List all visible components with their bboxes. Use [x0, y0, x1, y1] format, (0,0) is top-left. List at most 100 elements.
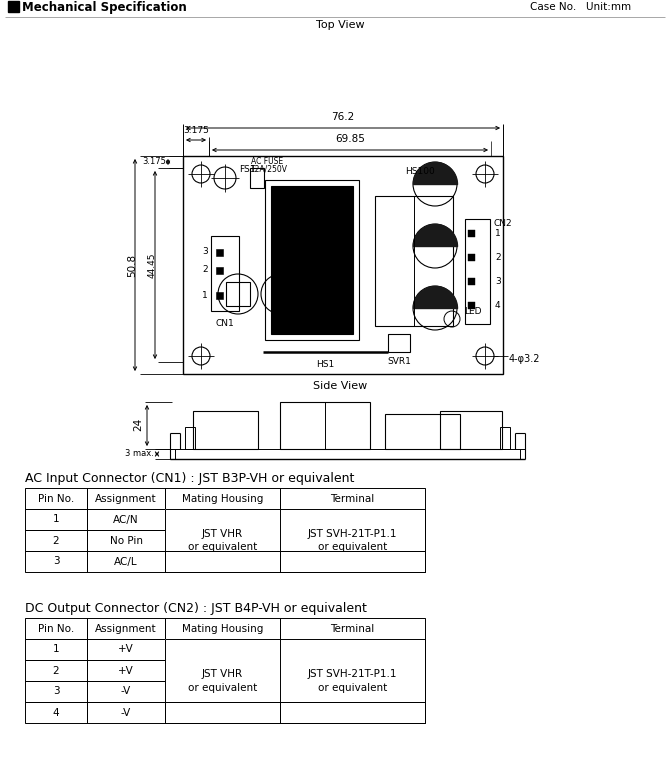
Bar [185, 427, 195, 449]
Text: 4: 4 [53, 707, 60, 717]
Text: +V: +V [118, 644, 134, 654]
Text: 24: 24 [133, 418, 143, 431]
Text: 50.8: 50.8 [127, 253, 137, 277]
Bar [250, 168, 264, 188]
Bar [165, 551, 280, 572]
Bar [165, 618, 280, 639]
Text: 1: 1 [495, 229, 500, 238]
Text: JST SVH-21T-P1.1
or equivalent: JST SVH-21T-P1.1 or equivalent [308, 670, 397, 693]
Bar [165, 509, 280, 530]
Bar [465, 219, 490, 324]
Bar [87, 488, 165, 509]
Bar [280, 530, 425, 551]
Bar [280, 488, 425, 509]
Text: HS1: HS1 [316, 360, 334, 369]
Text: Side View: Side View [313, 381, 367, 391]
Bar [25, 639, 87, 660]
Bar [280, 639, 425, 702]
Bar [211, 236, 239, 311]
Bar [8, 1, 19, 12]
Bar [375, 196, 453, 326]
Text: AC FUSE: AC FUSE [251, 157, 283, 166]
Text: Pin No.: Pin No. [38, 493, 74, 503]
Bar [226, 282, 250, 306]
Text: No Pin: No Pin [109, 535, 143, 545]
Text: LED: LED [464, 307, 482, 315]
Text: Mechanical Specification: Mechanical Specification [22, 1, 187, 14]
Bar [280, 509, 425, 551]
Text: 3: 3 [495, 276, 500, 285]
Text: -V: -V [121, 686, 131, 696]
Bar [25, 509, 87, 530]
Bar [87, 660, 165, 681]
Bar [25, 660, 87, 681]
Bar [87, 681, 165, 702]
Text: JST VHR
or equivalent: JST VHR or equivalent [188, 529, 257, 552]
Bar [25, 681, 87, 702]
Bar [280, 551, 425, 572]
Bar [87, 702, 165, 723]
Bar [216, 249, 223, 256]
Bar [193, 411, 258, 449]
Bar [216, 292, 223, 299]
Bar [271, 186, 353, 334]
Text: 1: 1 [202, 291, 208, 299]
Text: 3: 3 [202, 248, 208, 256]
Bar [165, 702, 280, 723]
Text: 3.175: 3.175 [142, 157, 166, 166]
Text: +V: +V [118, 666, 134, 676]
Bar [25, 618, 87, 639]
Text: 3.175: 3.175 [183, 126, 209, 135]
Text: JST SVH-21T-P1.1
or equivalent: JST SVH-21T-P1.1 or equivalent [308, 529, 397, 552]
Bar [265, 180, 359, 340]
Bar [25, 530, 87, 551]
Bar [280, 660, 425, 681]
Text: 44.45: 44.45 [147, 252, 157, 278]
Bar [440, 411, 502, 449]
Text: Terminal: Terminal [330, 624, 375, 634]
Text: HS100: HS100 [405, 166, 435, 176]
Text: Pin No.: Pin No. [38, 624, 74, 634]
Text: 3: 3 [53, 686, 60, 696]
Text: Mating Housing: Mating Housing [182, 624, 263, 634]
Text: Top View: Top View [316, 20, 364, 30]
Bar [280, 681, 425, 702]
Bar [165, 530, 280, 551]
Text: 3: 3 [53, 557, 60, 567]
Text: Assignment: Assignment [95, 624, 157, 634]
Text: JST VHR
or equivalent: JST VHR or equivalent [188, 670, 257, 693]
Bar [280, 402, 370, 449]
Bar [87, 509, 165, 530]
Text: SVR1: SVR1 [387, 357, 411, 366]
Bar [468, 230, 475, 237]
Text: CN2: CN2 [494, 219, 513, 228]
Text: T2A/250V: T2A/250V [251, 164, 288, 173]
Bar [388, 334, 410, 352]
Text: 4-φ3.2: 4-φ3.2 [509, 354, 541, 364]
Bar [216, 267, 223, 274]
Bar [468, 302, 475, 309]
Text: 2: 2 [495, 252, 500, 262]
Text: 2: 2 [53, 535, 60, 545]
Text: 4: 4 [495, 301, 500, 310]
Text: Terminal: Terminal [330, 493, 375, 503]
Text: 2: 2 [202, 265, 208, 275]
Text: AC/L: AC/L [114, 557, 138, 567]
Text: 1: 1 [53, 515, 60, 525]
Bar [25, 488, 87, 509]
Text: -V: -V [121, 707, 131, 717]
Text: FS1: FS1 [239, 166, 255, 175]
Text: AC Input Connector (CN1) : JST B3P-VH or equivalent: AC Input Connector (CN1) : JST B3P-VH or… [25, 472, 354, 485]
Text: Assignment: Assignment [95, 493, 157, 503]
Text: CN1: CN1 [216, 319, 234, 328]
Bar [25, 551, 87, 572]
Bar [500, 427, 510, 449]
Bar [87, 639, 165, 660]
Bar [25, 702, 87, 723]
Text: 1: 1 [53, 644, 60, 654]
Text: 69.85: 69.85 [335, 134, 365, 144]
Bar [183, 156, 503, 374]
Bar [468, 278, 475, 285]
Text: Case No.   Unit:mm: Case No. Unit:mm [530, 2, 631, 12]
Text: 3 max.: 3 max. [125, 449, 154, 457]
